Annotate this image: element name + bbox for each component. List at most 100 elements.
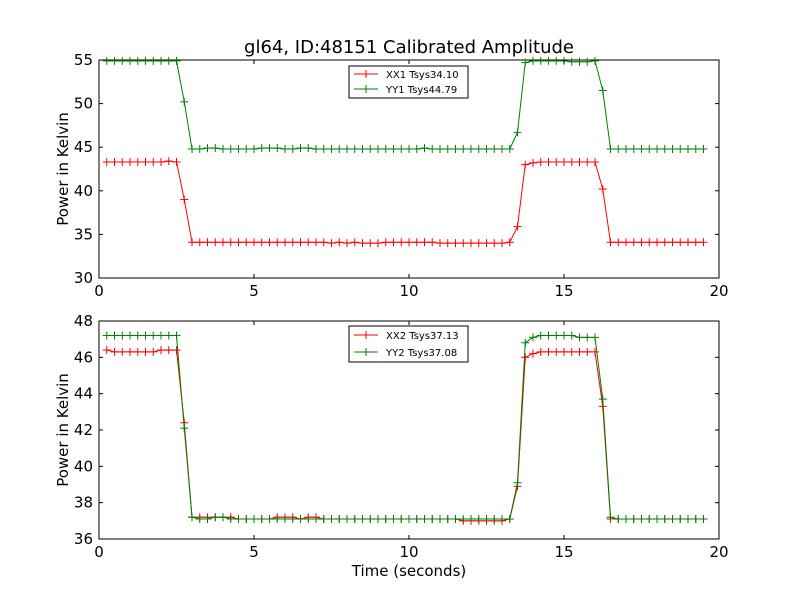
data-point [366,144,375,153]
data-point [552,158,561,167]
data-point [482,239,491,248]
legend-label-yy1: YY1 Tsys44.79 [385,85,457,96]
data-point [211,238,220,247]
data-point [188,238,196,247]
data-point [684,515,692,524]
data-point [296,144,305,153]
data-point [513,128,522,137]
data-point [668,144,677,153]
data-point [645,238,654,247]
bottom-y-axis-label: Power in Kelvin [54,373,72,487]
data-point [536,56,545,65]
data-point [498,515,506,524]
data-point [474,239,483,248]
data-point [637,515,646,524]
data-point [149,347,158,356]
data-point [219,144,227,153]
data-point [304,515,313,524]
data-point [126,331,134,340]
data-point [219,513,227,522]
data-point [149,56,158,65]
data-point [529,158,537,167]
bottom-panel: 0 5 10 15 20 36 38 40 42 44 46 48 Power in Kelvin X… [54,312,729,561]
bottom-legend-box [348,325,469,363]
data-point [343,239,351,248]
data-point [273,238,282,247]
top-panel: 0 5 10 15 20 30 35 40 45 50 55 Power in Kelvin XX1… [54,51,729,300]
data-point [622,515,630,524]
data-point [343,144,351,153]
data-point [281,515,289,524]
data-point [389,238,398,247]
data-point [141,331,150,340]
data-point [660,144,669,153]
data-point [172,346,181,355]
data-point [381,238,390,247]
data-point [498,144,506,153]
data-point [164,346,173,355]
data-point [544,331,553,340]
data-point [110,56,119,65]
data-point [467,144,475,153]
y-tick-label: 50 [74,95,93,113]
data-point [381,515,390,524]
data-point [141,158,150,167]
data-point [250,515,258,524]
data-point [459,239,468,248]
data-point [374,144,382,153]
data-point [552,56,561,65]
data-point [412,515,421,524]
data-point [676,238,685,247]
data-point [637,144,646,153]
data-point [591,333,599,342]
data-point [188,144,196,153]
data-point [312,515,320,524]
data-point [544,56,553,65]
data-point [521,353,530,362]
data-point [583,333,592,342]
data-point [141,56,150,65]
data-point [622,144,630,153]
data-point [513,478,522,487]
x-axis-label: Time (seconds) [351,562,467,580]
x-tick-label: 20 [709,543,728,561]
data-point [529,56,537,65]
data-point [389,515,398,524]
data-point [288,515,297,524]
x-tick-label: 10 [399,282,418,300]
data-point [521,58,530,67]
data-point [567,347,576,356]
x-tick-label: 15 [554,543,573,561]
data-point [684,144,692,153]
data-point [203,515,212,524]
data-point [560,347,568,356]
data-point [110,158,119,167]
data-point [327,515,336,524]
data-point [653,515,661,524]
data-point [250,238,258,247]
data-point [575,347,584,356]
x-tick-label: 15 [554,282,573,300]
y-tick-label: 40 [74,457,93,475]
data-point [552,331,561,340]
data-point [405,238,413,247]
data-point [257,238,266,247]
x-tick-label: 0 [94,543,104,561]
x-tick-label: 5 [249,543,259,561]
y-tick-label: 46 [74,348,93,366]
data-point [358,515,367,524]
data-point [614,515,623,524]
data-point [257,515,266,524]
data-point [459,515,468,524]
data-point [443,239,452,248]
data-point [312,238,320,247]
data-point [211,513,220,522]
data-point [629,515,638,524]
top-legend: XX1 Tsys34.10 YY1 Tsys44.79 [348,65,469,99]
data-point [575,333,584,342]
data-point [575,158,584,167]
bottom-tick-layer: 0 5 10 15 20 36 38 40 42 44 46 48 [74,312,729,561]
data-point [567,331,576,340]
data-point [443,515,452,524]
